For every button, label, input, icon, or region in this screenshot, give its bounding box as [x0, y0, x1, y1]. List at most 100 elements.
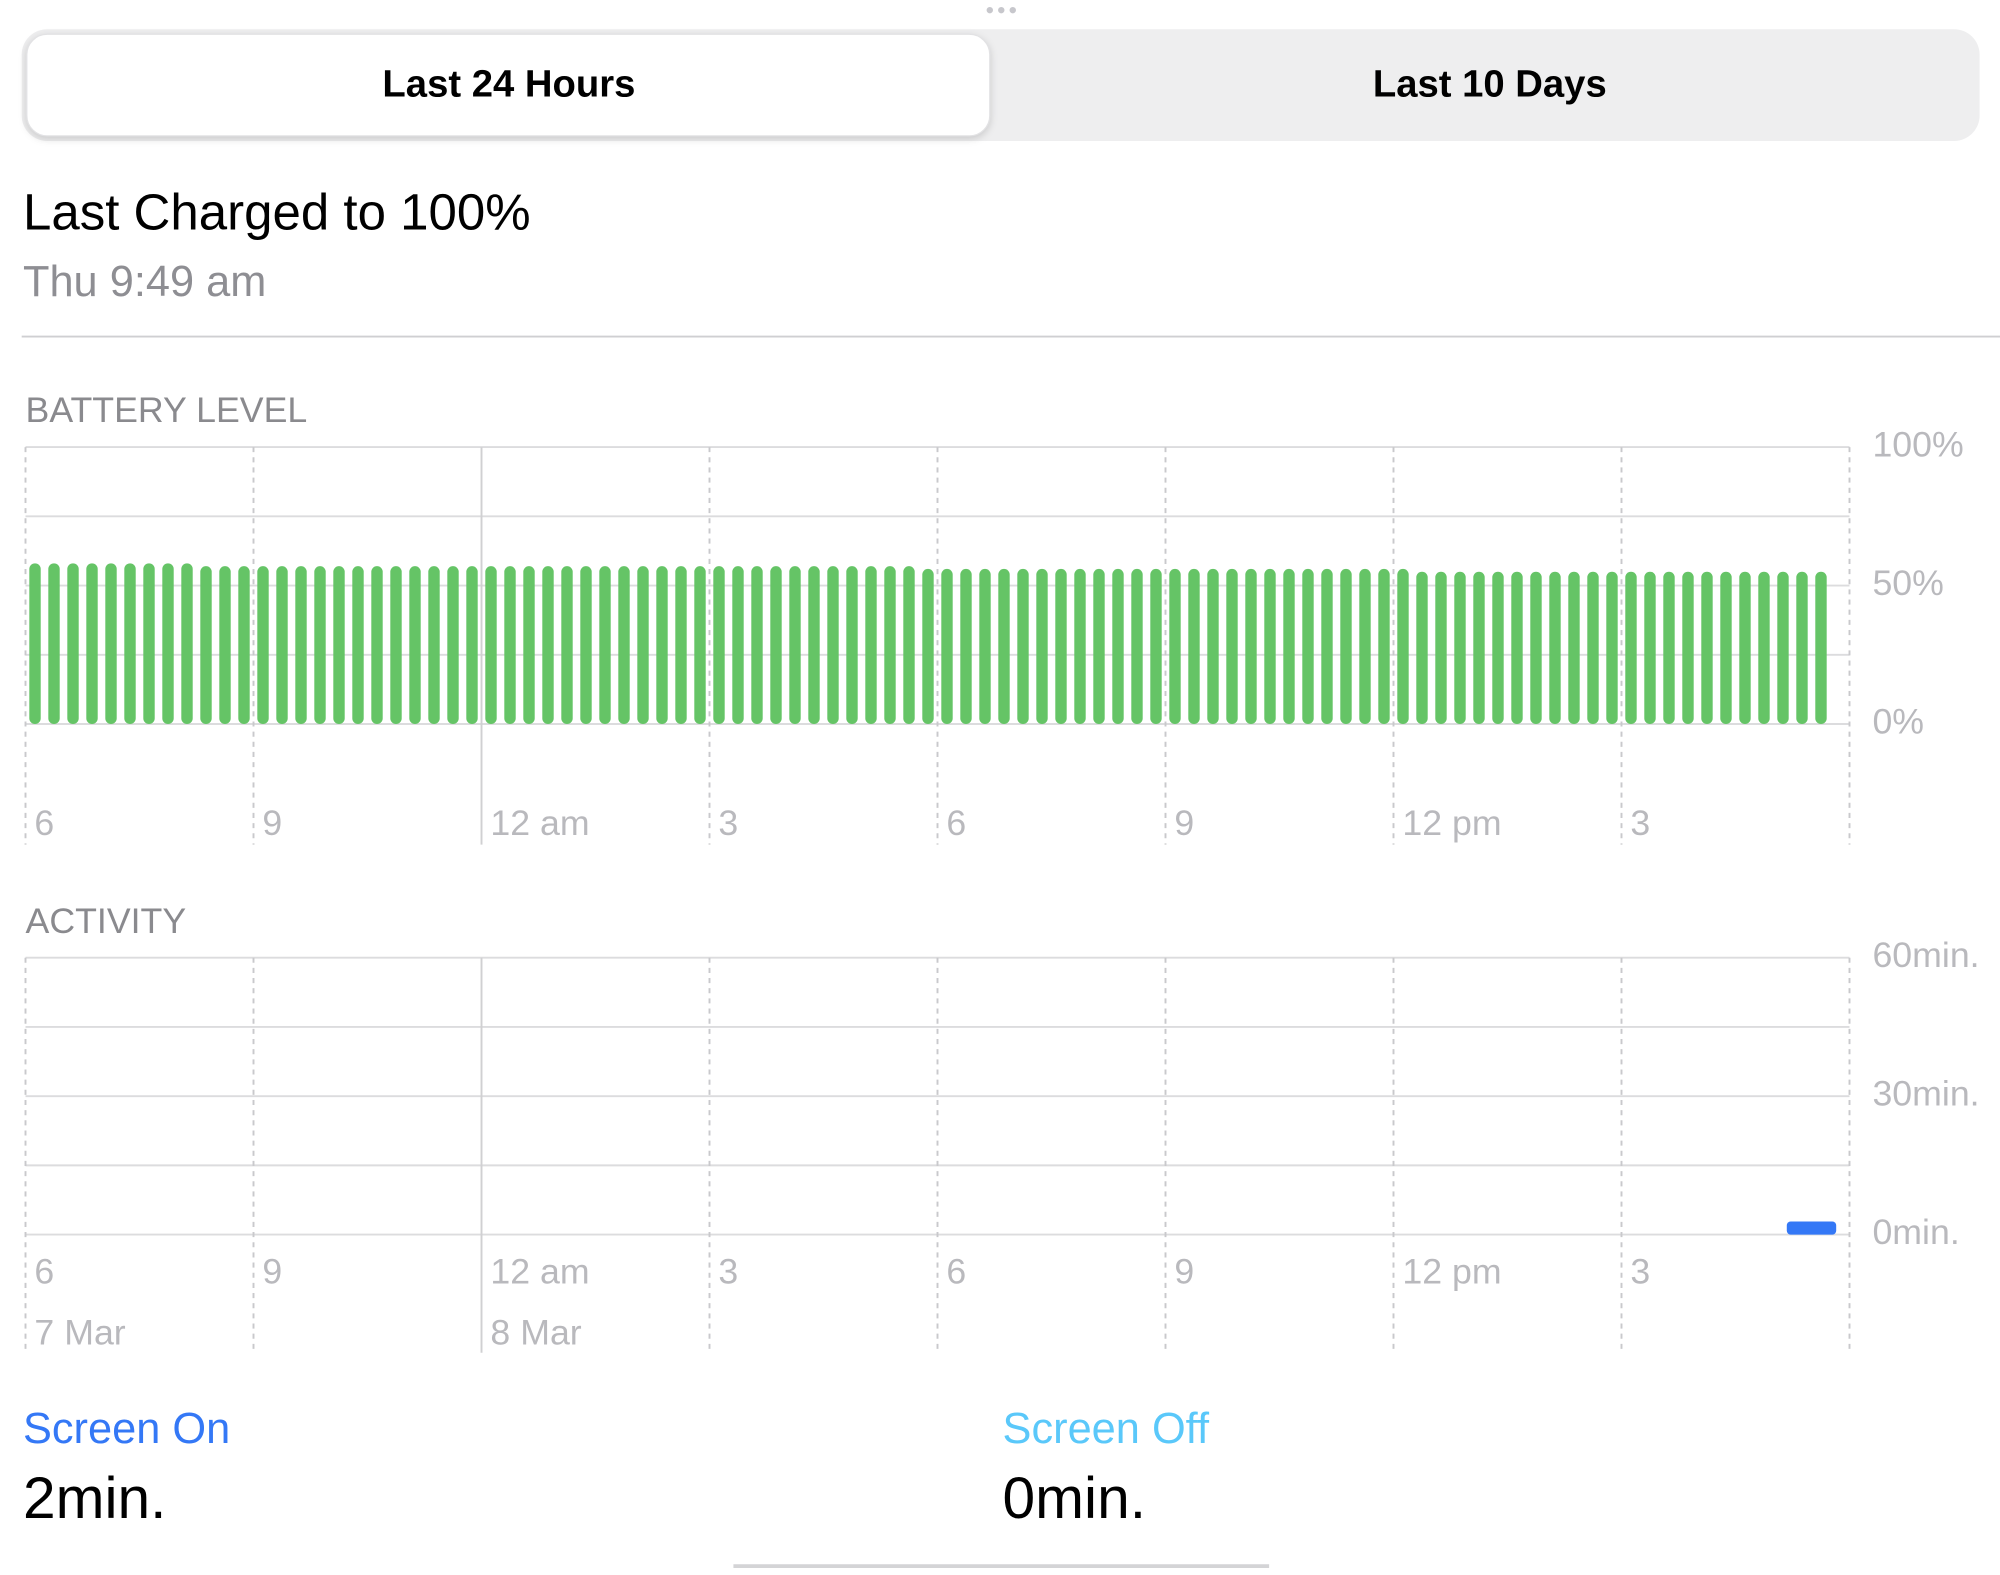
chart-title: BATTERY LEVEL — [26, 390, 308, 430]
bar — [200, 566, 212, 724]
bar — [238, 566, 250, 724]
x-tick-label: 6 — [34, 803, 54, 843]
bar — [1188, 568, 1200, 724]
date-label: 7 Mar — [34, 1312, 125, 1352]
date-label: 8 Mar — [490, 1312, 581, 1352]
bar — [1739, 571, 1751, 724]
bar — [808, 566, 820, 724]
bar — [1511, 571, 1523, 724]
x-tick-label: 6 — [34, 1251, 54, 1291]
bar — [1663, 571, 1675, 724]
legend-label: Screen Off — [1003, 1405, 1210, 1453]
x-tick-label: 12 pm — [1402, 803, 1501, 843]
bar — [656, 566, 668, 724]
bar — [998, 568, 1010, 724]
selected-segment[interactable] — [26, 33, 991, 137]
bar — [1435, 571, 1447, 724]
y-tick-label: 60min. — [1872, 935, 1979, 975]
x-tick-label: 6 — [946, 1251, 966, 1291]
bar — [409, 566, 421, 724]
bar — [48, 563, 60, 724]
bar — [1093, 568, 1105, 724]
y-tick-label: 0% — [1872, 701, 1924, 741]
x-tick-label: 9 — [1174, 1251, 1194, 1291]
bar — [1815, 571, 1827, 724]
bar — [371, 566, 383, 724]
bar — [580, 566, 592, 724]
bar — [884, 566, 896, 724]
bar — [732, 566, 744, 724]
bar — [1017, 568, 1029, 724]
bar — [257, 566, 269, 724]
x-tick-label: 3 — [1630, 803, 1650, 843]
bar — [1682, 571, 1694, 724]
bar — [694, 566, 706, 724]
bar — [1397, 568, 1409, 724]
bar — [1340, 568, 1352, 724]
bar — [181, 563, 193, 724]
bar — [162, 563, 174, 724]
bar — [333, 566, 345, 724]
bar — [1796, 571, 1808, 724]
bar — [1587, 571, 1599, 724]
bar — [1378, 568, 1390, 724]
bar — [922, 568, 934, 724]
bar — [599, 566, 611, 724]
bar — [219, 566, 231, 724]
bar — [1416, 571, 1428, 724]
bar — [1169, 568, 1181, 724]
bar — [770, 566, 782, 724]
y-tick-label: 100% — [1872, 425, 1963, 465]
summary-value: 0min. — [1003, 1466, 1146, 1531]
x-tick-label: 9 — [262, 803, 282, 843]
bar — [960, 568, 972, 724]
bar — [789, 566, 801, 724]
bar — [485, 566, 497, 724]
bar — [504, 566, 516, 724]
bar — [105, 563, 117, 724]
x-tick-label: 9 — [262, 1251, 282, 1291]
bar — [561, 566, 573, 724]
bar — [1074, 568, 1086, 724]
bar — [1131, 568, 1143, 724]
bar — [1701, 571, 1713, 724]
bar — [846, 566, 858, 724]
tab[interactable]: Last 10 Days — [1373, 62, 1607, 105]
bar — [86, 563, 98, 724]
bar — [143, 563, 155, 724]
bar — [314, 566, 326, 724]
bar — [1568, 571, 1580, 724]
bar — [1302, 568, 1314, 724]
x-tick-label: 3 — [1630, 1251, 1650, 1291]
y-tick-label: 0min. — [1872, 1212, 1959, 1252]
bar — [1530, 571, 1542, 724]
bar — [1454, 571, 1466, 724]
bar — [1283, 568, 1295, 724]
x-tick-label: 3 — [718, 803, 738, 843]
y-tick-label: 50% — [1872, 563, 1943, 603]
bar — [1226, 568, 1238, 724]
bar — [1055, 568, 1067, 724]
bar — [1245, 568, 1257, 724]
bar — [979, 568, 991, 724]
summary-value: 2min. — [23, 1466, 166, 1531]
bar — [466, 566, 478, 724]
bar — [903, 566, 915, 724]
bar — [1625, 571, 1637, 724]
bar — [751, 566, 763, 724]
x-tick-label: 12 am — [490, 1251, 589, 1291]
x-tick-label: 3 — [718, 1251, 738, 1291]
bar — [827, 566, 839, 724]
y-tick-label: 30min. — [1872, 1074, 1979, 1114]
bar — [523, 566, 535, 724]
bar — [675, 566, 687, 724]
bar — [1207, 568, 1219, 724]
bar — [1720, 571, 1732, 724]
bar — [1359, 568, 1371, 724]
bar — [1549, 571, 1561, 724]
bar — [276, 566, 288, 724]
chart-title: ACTIVITY — [26, 901, 187, 941]
tab[interactable]: Last 24 Hours — [382, 62, 635, 105]
bar — [865, 566, 877, 724]
